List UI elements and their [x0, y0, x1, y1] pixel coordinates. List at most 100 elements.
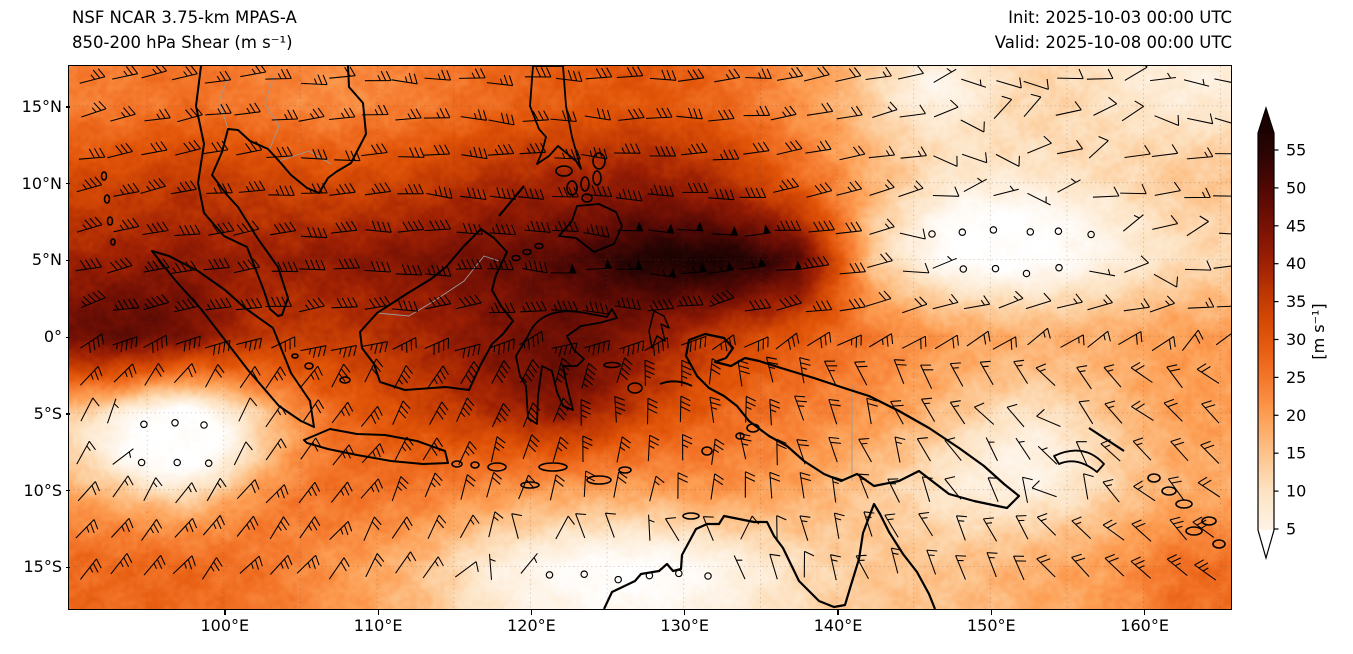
wind-barb [175, 482, 198, 504]
wind-barb [511, 513, 523, 540]
wind-barb [423, 144, 451, 157]
wind-barb [745, 68, 773, 80]
coastline [359, 228, 515, 392]
wind-barb [107, 143, 134, 159]
wind-barb [955, 555, 967, 581]
wind-barb [974, 402, 995, 426]
island [1212, 539, 1227, 550]
wind-barb [1105, 554, 1125, 577]
wind-barb [112, 476, 134, 498]
wind-barb [460, 361, 481, 385]
wind-barb [80, 558, 103, 581]
wind-barb [581, 147, 608, 160]
y-axis-tick-label: 5°S [33, 403, 62, 423]
wind-barb [986, 552, 998, 578]
wind-barb [799, 472, 812, 499]
y-axis-tick [65, 106, 70, 108]
wind-barb [303, 399, 325, 422]
wind-barb [270, 516, 291, 540]
wind-barb [1122, 100, 1145, 122]
wind-barb [423, 438, 444, 461]
wind-barb [745, 232, 772, 238]
wind-barb [265, 69, 293, 81]
wind-barb [740, 188, 767, 199]
colorbar-tick-label: 15 [1286, 444, 1306, 463]
island [1185, 526, 1204, 537]
wind-barb [836, 221, 863, 235]
wind-barb [458, 441, 478, 466]
wind-barb [1217, 306, 1232, 308]
island [511, 255, 522, 262]
wind-barb [806, 300, 833, 313]
wind-barb [362, 443, 385, 464]
x-axis-tick-label: 160°E [1120, 616, 1169, 635]
wind-barb [1150, 73, 1177, 82]
wind-barb [796, 439, 810, 465]
wind-barb [1197, 363, 1220, 385]
wind-barb [205, 71, 232, 85]
wind-barb [425, 473, 443, 498]
wind-barb [890, 400, 905, 425]
wind-barb [1013, 555, 1027, 581]
wind-barb [1071, 554, 1090, 578]
wind-barb [518, 188, 545, 201]
wind-barb [605, 513, 617, 539]
island [701, 446, 714, 457]
wind-barb [487, 259, 515, 271]
wind-barb [524, 221, 552, 234]
y-axis-tick-label: 15°N [21, 96, 62, 116]
wind-barb [745, 471, 756, 499]
wind-barb [1150, 295, 1176, 313]
wind-barb [900, 104, 927, 118]
island [520, 481, 541, 490]
wind-barb [331, 297, 359, 309]
wind-barb [365, 221, 393, 234]
wind-barb [769, 399, 781, 426]
wind-barb [392, 476, 410, 502]
colorbar-tick-label: 55 [1286, 141, 1306, 160]
wind-barb [301, 366, 324, 388]
wind-barb-pennant [696, 222, 704, 232]
island [291, 353, 300, 360]
wind-barb [585, 185, 613, 198]
wind-barb [329, 521, 353, 541]
wind-barb [365, 71, 392, 82]
calm-wind-circle [675, 570, 683, 578]
wind-barb [677, 295, 704, 307]
coastline [660, 380, 693, 388]
wind-barb [459, 68, 486, 80]
wind-barb [836, 106, 864, 120]
wind-barb [745, 298, 772, 312]
island [538, 462, 569, 473]
coastline [303, 428, 450, 466]
wind-barb [920, 364, 934, 390]
wind-barb [714, 68, 741, 83]
wind-barb [364, 358, 384, 383]
wind-barb [240, 366, 262, 389]
wind-barb [551, 342, 578, 357]
wind-barb [174, 363, 197, 384]
wind-barb [144, 555, 166, 576]
wind-barb [1124, 145, 1152, 159]
wind-barb [175, 140, 202, 157]
wind-barb [76, 176, 103, 193]
x-axis-tick [1144, 610, 1146, 615]
coastline [558, 203, 624, 254]
wind-barb [903, 263, 930, 274]
island [618, 466, 633, 475]
wind-barb [329, 108, 356, 121]
wind-barb [427, 515, 447, 540]
wind-barb [1013, 360, 1029, 385]
calm-wind-circle [614, 576, 623, 584]
wind-barb [950, 362, 964, 388]
wind-barb [934, 100, 959, 118]
wind-barb [1133, 437, 1152, 461]
wind-barb [460, 474, 477, 501]
wind-barb [331, 345, 358, 359]
wind-barb [794, 395, 808, 421]
wind-barb [522, 110, 550, 123]
wind-barb [824, 360, 838, 386]
coastline [195, 66, 368, 318]
wind-barb [236, 141, 263, 156]
island [101, 171, 108, 182]
